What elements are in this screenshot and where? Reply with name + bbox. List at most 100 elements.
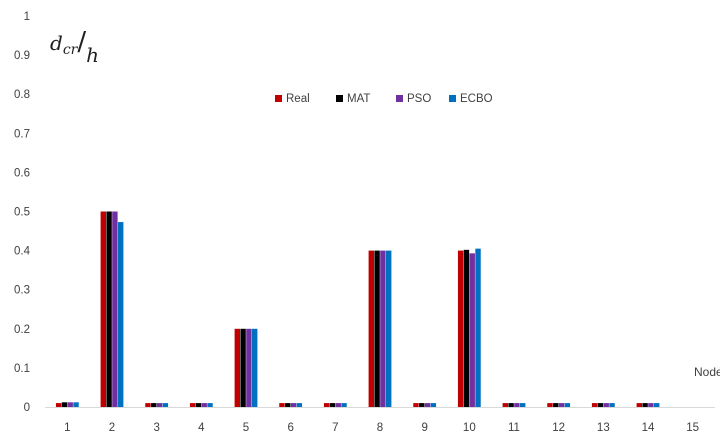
bar-mat	[240, 328, 246, 407]
x-axis-title: Node	[694, 365, 720, 379]
bar-mat	[195, 403, 202, 407]
bar-mat	[285, 403, 291, 407]
bar-real	[636, 403, 642, 407]
bar-ecbo	[386, 250, 392, 407]
bar-ecbo	[430, 403, 437, 407]
x-tick-label: 13	[597, 422, 610, 434]
y-tick-label: 0.4	[14, 246, 31, 258]
bar-pso	[290, 403, 297, 407]
bar-mat	[329, 403, 336, 407]
bar-ecbo	[296, 403, 303, 407]
bar-mat	[597, 403, 604, 407]
x-tick-label: 3	[153, 422, 159, 434]
y-tick-label: 0.1	[14, 363, 30, 375]
x-tick-label: 5	[243, 422, 249, 434]
bar-pso	[603, 403, 609, 407]
bar-ecbo	[341, 403, 347, 407]
bar-pso	[514, 403, 520, 407]
legend-swatch-real	[275, 95, 282, 102]
bar-ecbo	[118, 222, 124, 407]
y-axis-title: dcr/h	[50, 27, 99, 67]
x-tick-label: 4	[198, 422, 205, 434]
legend-swatch-ecbo	[449, 95, 456, 102]
x-tick-label: 1	[64, 422, 70, 434]
bars-group	[55, 211, 660, 407]
bar-ecbo	[475, 248, 481, 407]
bar-real	[457, 250, 464, 407]
bar-mat	[553, 403, 559, 407]
bar-mat	[642, 403, 648, 407]
y-axis-ticks: 0 0.1 0.2 0.3 0.4 0.5 0.6 0.7 0.8 0.9 1	[14, 11, 31, 414]
bar-pso	[424, 403, 431, 407]
y-tick-label: 0.7	[14, 128, 30, 140]
bar-ecbo	[609, 403, 615, 407]
bar-ecbo	[252, 328, 258, 407]
bar-pso	[112, 211, 118, 407]
x-tick-label: 7	[332, 422, 338, 434]
x-tick-label: 2	[109, 422, 115, 434]
y-tick-label: 0	[24, 402, 30, 414]
bar-ecbo	[207, 403, 213, 407]
bar-ecbo	[564, 403, 571, 407]
x-tick-label: 15	[686, 422, 699, 434]
bar-real	[55, 403, 62, 407]
x-tick-label: 6	[287, 422, 293, 434]
bar-pso	[335, 403, 341, 407]
y-axis-title-main: d	[50, 31, 63, 55]
x-tick-label: 11	[508, 422, 520, 434]
bar-mat	[106, 211, 112, 407]
bar-real	[145, 403, 151, 407]
bar-real	[547, 403, 553, 407]
bar-pso	[558, 403, 565, 407]
bar-real	[279, 403, 285, 407]
x-axis-ticks: 1 2 3 4 5 6 7 8 9 10 11 12 13 14 15	[64, 422, 699, 434]
y-tick-label: 0.5	[14, 207, 30, 219]
y-tick-label: 0.6	[14, 167, 30, 179]
bar-pso	[246, 328, 252, 407]
bar-ecbo	[520, 403, 526, 407]
bar-mat	[463, 249, 470, 407]
bar-pso	[648, 403, 654, 407]
bar-mat	[508, 403, 514, 407]
bar-real	[100, 211, 106, 407]
legend: Real MAT PSO ECBO	[275, 93, 493, 105]
legend-label-mat: MAT	[347, 93, 370, 105]
bar-pso	[156, 403, 163, 407]
bar-pso	[469, 253, 475, 407]
bar-pso	[380, 250, 386, 407]
bar-ecbo	[73, 402, 79, 407]
y-axis-title-divisor: h	[86, 43, 99, 67]
bar-real	[502, 403, 508, 407]
bar-real	[413, 403, 419, 407]
bar-mat	[419, 403, 425, 407]
y-axis-title-subscript: cr	[63, 42, 79, 58]
y-tick-label: 0.3	[14, 285, 30, 297]
bar-ecbo	[654, 403, 660, 407]
bar-pso	[201, 403, 207, 407]
x-tick-label: 14	[642, 422, 655, 434]
x-tick-label: 12	[552, 422, 565, 434]
bar-real	[368, 250, 374, 407]
y-tick-label: 0.2	[14, 324, 30, 336]
x-tick-label: 9	[421, 422, 427, 434]
y-tick-label: 0.8	[14, 89, 30, 101]
x-tick-label: 10	[463, 422, 476, 434]
bar-pso	[67, 402, 73, 407]
y-tick-label: 0.9	[14, 50, 30, 62]
bar-mat	[374, 250, 380, 407]
y-tick-label: 1	[24, 11, 30, 23]
legend-swatch-mat	[336, 95, 343, 102]
x-tick-label: 8	[377, 422, 383, 434]
bar-real	[189, 403, 196, 407]
bar-mat	[151, 403, 157, 407]
bar-real	[234, 328, 240, 407]
bar-real	[591, 403, 598, 407]
bar-mat	[61, 402, 68, 407]
legend-label-ecbo: ECBO	[460, 93, 493, 105]
bar-real	[323, 403, 330, 407]
legend-label-real: Real	[286, 93, 310, 105]
legend-label-pso: PSO	[407, 93, 431, 105]
bar-ecbo	[162, 403, 169, 407]
legend-swatch-pso	[396, 95, 403, 102]
